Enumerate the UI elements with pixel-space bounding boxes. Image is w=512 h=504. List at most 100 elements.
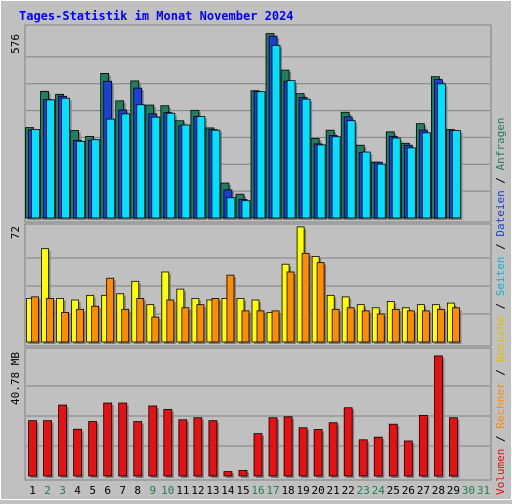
rechner-bar — [166, 299, 175, 343]
volumen-bar — [358, 439, 368, 477]
rechner-bar — [256, 310, 265, 343]
volumen-bar — [373, 436, 383, 477]
seiten-bar — [301, 98, 311, 219]
volumen-bar — [148, 405, 158, 477]
rechner-bar — [406, 310, 415, 343]
volumen-bar — [268, 417, 278, 477]
volumen-bar — [73, 428, 83, 477]
legend-rechner: Rechner — [494, 382, 507, 429]
day-label: 6 — [104, 484, 111, 497]
volumen-bar — [208, 420, 218, 477]
rechner-bar — [211, 298, 220, 343]
rechner-bar — [301, 252, 310, 343]
rechner-bar — [316, 262, 325, 343]
rechner-bar — [136, 298, 145, 343]
seiten-bar — [271, 44, 281, 219]
volumen-bar — [163, 409, 173, 477]
rechner-bar — [452, 307, 460, 343]
volumen-bar — [58, 404, 67, 477]
seiten-bar — [106, 118, 116, 219]
day-label: 2 — [44, 484, 51, 497]
day-labels: 1 2 3 4 5 6 7 8 9 10 11 12 13 14 15 16 17 18 19 20 21 22 23 24 2… — [29, 484, 490, 497]
legend-dateien: Dateien — [494, 190, 507, 236]
volumen-bar — [178, 419, 188, 477]
volumen-bar — [133, 421, 143, 477]
rechner-bar — [76, 308, 85, 343]
volumen-bar — [103, 402, 113, 477]
rechner-bar — [331, 308, 340, 343]
day-label: 29 — [447, 484, 460, 497]
rechner-bar — [91, 305, 100, 343]
seiten-bar — [31, 129, 40, 219]
day-label: 1 — [29, 484, 36, 497]
volumen-bar — [253, 433, 263, 477]
volume-panel: 40.78 MB — [9, 347, 492, 481]
rechner-bar — [196, 304, 205, 343]
seiten-bar — [121, 113, 131, 219]
legend-sep-1: / — [494, 429, 507, 449]
day-label: 10 — [161, 484, 174, 497]
seiten-bar — [151, 116, 161, 219]
volumen-bar — [313, 429, 323, 477]
seiten-bar — [76, 140, 86, 219]
chart-title: Tages-Statistik im Monat November 2024 — [19, 9, 294, 23]
legend-volumen: Volumen — [494, 449, 507, 495]
day-label: 11 — [176, 484, 189, 497]
volumen-bar — [343, 407, 353, 477]
hits-panel: 576 — [9, 24, 492, 223]
day-label: 27 — [417, 484, 430, 497]
volume-ymax-label: 40.78 MB — [9, 352, 22, 405]
hits-bars — [25, 33, 463, 221]
day-label: 31 — [477, 484, 490, 497]
legend-sep-5: / — [494, 170, 507, 190]
seiten-bar — [211, 129, 221, 219]
volumen-bar — [403, 440, 413, 477]
seiten-bar — [241, 200, 251, 219]
seiten-bar — [452, 130, 461, 219]
day-label: 22 — [342, 484, 355, 497]
seiten-bar — [331, 136, 341, 219]
volumen-bar — [238, 470, 248, 477]
day-label: 14 — [221, 484, 235, 497]
visits-bars — [26, 226, 462, 344]
day-label: 20 — [312, 484, 325, 497]
seiten-bar — [61, 97, 70, 219]
rechner-bar — [421, 310, 430, 343]
rechner-bar — [286, 271, 295, 343]
day-label: 12 — [191, 484, 204, 497]
day-label: 23 — [357, 484, 370, 497]
seiten-bar — [421, 132, 431, 219]
volumen-bar — [418, 414, 428, 477]
hits-ymax-label: 576 — [9, 34, 22, 54]
day-label: 16 — [251, 484, 264, 497]
volumen-bar — [433, 355, 443, 477]
seiten-bar — [316, 144, 326, 219]
seiten-bar — [436, 83, 446, 219]
day-label: 9 — [149, 484, 156, 497]
seiten-bar — [346, 120, 356, 219]
rechner-bar — [436, 308, 445, 343]
seiten-bar — [286, 80, 296, 219]
day-label: 8 — [134, 484, 141, 497]
volumen-bar — [118, 402, 128, 477]
volumen-bar — [193, 417, 203, 477]
day-label: 25 — [387, 484, 400, 497]
rechner-bar — [376, 313, 385, 343]
rechner-bar — [361, 310, 370, 343]
rechner-bar — [271, 310, 280, 343]
volumen-bar — [449, 417, 458, 477]
legend-besuche: Besuche — [494, 316, 507, 362]
day-label: 30 — [462, 484, 475, 497]
seiten-bar — [361, 151, 371, 219]
rechner-bar — [241, 310, 250, 343]
rechner-bar — [391, 308, 400, 343]
day-label: 7 — [119, 484, 126, 497]
visits-ymax-label: 72 — [9, 226, 22, 239]
seiten-bar — [166, 112, 176, 219]
volumen-bar — [388, 423, 398, 477]
rechner-bar — [226, 274, 235, 343]
rechner-bar — [61, 312, 69, 343]
volumen-bar — [283, 416, 293, 477]
